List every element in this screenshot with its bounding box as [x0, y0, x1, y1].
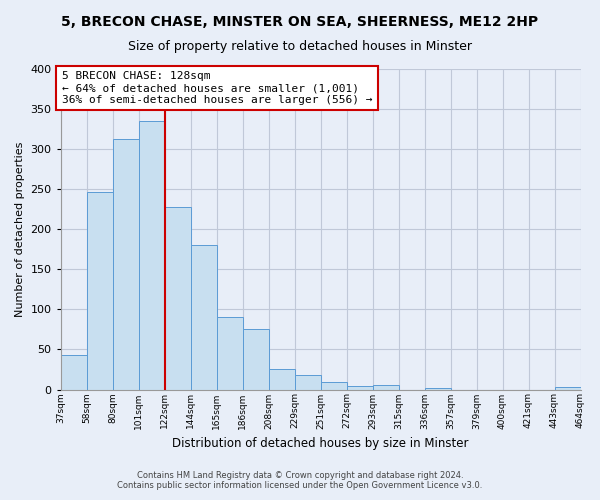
Bar — [269, 370, 295, 390]
Bar — [113, 138, 139, 390]
Bar — [191, 246, 217, 390]
Bar — [320, 382, 347, 390]
Bar — [86, 192, 113, 390]
Bar — [295, 375, 320, 390]
Bar — [217, 316, 242, 390]
Bar — [139, 121, 164, 390]
Text: 5, BRECON CHASE, MINSTER ON SEA, SHEERNESS, ME12 2HP: 5, BRECON CHASE, MINSTER ON SEA, SHEERNE… — [61, 15, 539, 29]
Text: Contains HM Land Registry data © Crown copyright and database right 2024.
Contai: Contains HM Land Registry data © Crown c… — [118, 470, 482, 490]
Bar — [61, 355, 86, 390]
X-axis label: Distribution of detached houses by size in Minster: Distribution of detached houses by size … — [172, 437, 469, 450]
Bar — [373, 384, 398, 390]
Bar — [242, 328, 269, 390]
Text: Size of property relative to detached houses in Minster: Size of property relative to detached ho… — [128, 40, 472, 53]
Bar — [164, 207, 191, 390]
Y-axis label: Number of detached properties: Number of detached properties — [15, 142, 25, 317]
Bar — [425, 388, 451, 390]
Bar — [347, 386, 373, 390]
Bar — [554, 387, 581, 390]
Text: 5 BRECON CHASE: 128sqm
← 64% of detached houses are smaller (1,001)
36% of semi-: 5 BRECON CHASE: 128sqm ← 64% of detached… — [62, 72, 373, 104]
